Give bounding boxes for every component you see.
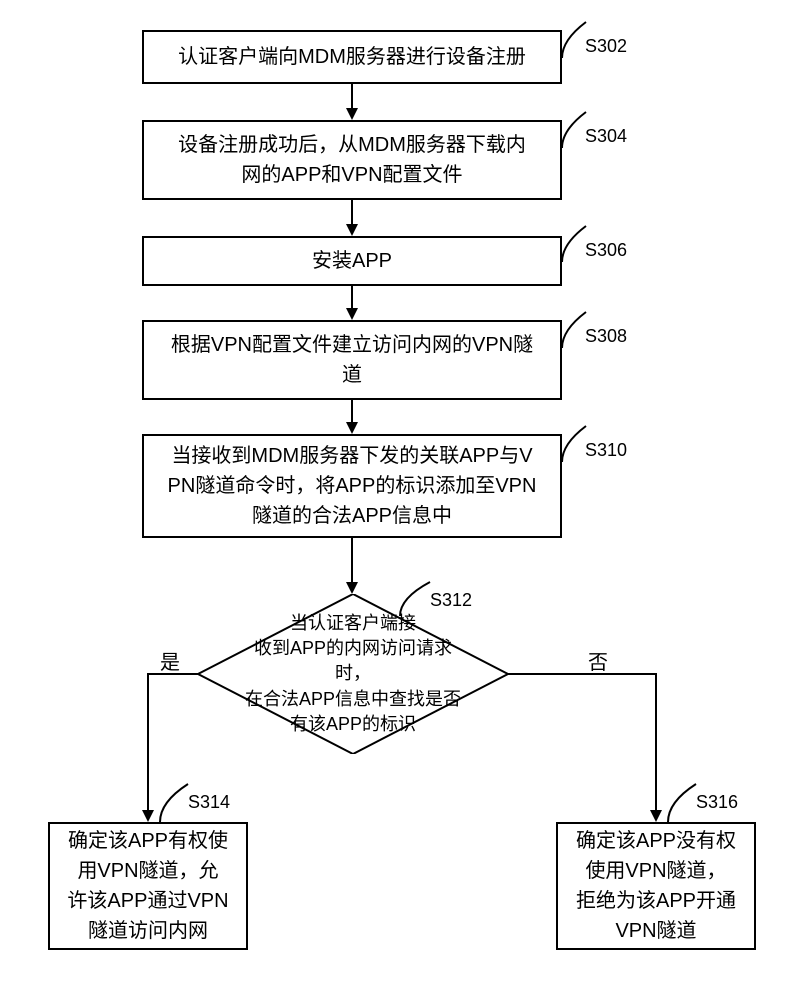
yes-head xyxy=(142,810,154,822)
d1-text: 当认证客户端接 收到APP的内网访问请求时， 在合法APP信息中查找是否 有该A… xyxy=(238,611,468,737)
process-n5: 当接收到MDM服务器下发的关联APP与V PN隧道命令时，将APP的标识添加至V… xyxy=(142,434,562,538)
n5-text: 当接收到MDM服务器下发的关联APP与V PN隧道命令时，将APP的标识添加至V… xyxy=(168,441,537,531)
n6-label: S314 xyxy=(188,792,230,813)
arrow-1-2-head xyxy=(346,108,358,120)
n3-text: 安装APP xyxy=(312,246,392,276)
arrow-4-5 xyxy=(351,400,353,422)
n6-connector xyxy=(158,782,192,824)
process-n3: 安装APP xyxy=(142,236,562,286)
n6-text: 确定该APP有权使 用VPN隧道，允 许该APP通过VPN 隧道访问内网 xyxy=(67,826,228,946)
arrow-2-3-head xyxy=(346,224,358,236)
process-n6: 确定该APP有权使 用VPN隧道，允 许该APP通过VPN 隧道访问内网 xyxy=(48,822,248,950)
no-label: 否 xyxy=(588,646,608,675)
n2-text: 设备注册成功后，从MDM服务器下载内 网的APP和VPN配置文件 xyxy=(178,130,526,190)
arrow-5-d xyxy=(351,538,353,582)
arrow-2-3 xyxy=(351,200,353,224)
process-n1: 认证客户端向MDM服务器进行设备注册 xyxy=(142,30,562,84)
yes-label: 是 xyxy=(160,646,180,675)
arrow-3-4 xyxy=(351,286,353,308)
d1-label: S312 xyxy=(430,590,472,611)
n1-label: S302 xyxy=(585,36,627,57)
n4-label: S308 xyxy=(585,326,627,347)
arrow-1-2 xyxy=(351,84,353,108)
n5-label: S310 xyxy=(585,440,627,461)
process-n2: 设备注册成功后，从MDM服务器下载内 网的APP和VPN配置文件 xyxy=(142,120,562,200)
arrow-3-4-head xyxy=(346,308,358,320)
n1-text: 认证客户端向MDM服务器进行设备注册 xyxy=(178,42,526,72)
n1-connector xyxy=(560,20,590,60)
n3-connector xyxy=(560,224,590,264)
process-n7: 确定该APP没有权 使用VPN隧道， 拒绝为该APP开通 VPN隧道 xyxy=(556,822,756,950)
n4-text: 根据VPN配置文件建立访问内网的VPN隧 道 xyxy=(171,330,533,390)
n5-connector xyxy=(560,424,590,464)
decision-d1: 当认证客户端接 收到APP的内网访问请求时， 在合法APP信息中查找是否 有该A… xyxy=(198,594,508,754)
arrow-4-5-head xyxy=(346,422,358,434)
no-v xyxy=(655,673,657,810)
no-h xyxy=(508,673,656,675)
n2-label: S304 xyxy=(585,126,627,147)
n7-label: S316 xyxy=(696,792,738,813)
n4-connector xyxy=(560,310,590,350)
arrow-5-d-head xyxy=(346,582,358,594)
n7-connector xyxy=(666,782,700,824)
n2-connector xyxy=(560,110,590,150)
n3-label: S306 xyxy=(585,240,627,261)
n7-text: 确定该APP没有权 使用VPN隧道， 拒绝为该APP开通 VPN隧道 xyxy=(576,826,736,946)
no-head xyxy=(650,810,662,822)
d1-connector xyxy=(398,580,434,618)
process-n4: 根据VPN配置文件建立访问内网的VPN隧 道 xyxy=(142,320,562,400)
yes-v xyxy=(147,673,149,810)
